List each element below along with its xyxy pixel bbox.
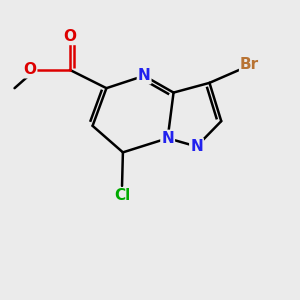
Text: O: O: [63, 29, 76, 44]
Text: Br: Br: [240, 57, 259, 72]
Text: N: N: [138, 68, 151, 83]
Text: N: N: [161, 131, 174, 146]
Text: Cl: Cl: [114, 188, 130, 203]
Text: N: N: [190, 139, 203, 154]
Text: O: O: [23, 62, 36, 77]
